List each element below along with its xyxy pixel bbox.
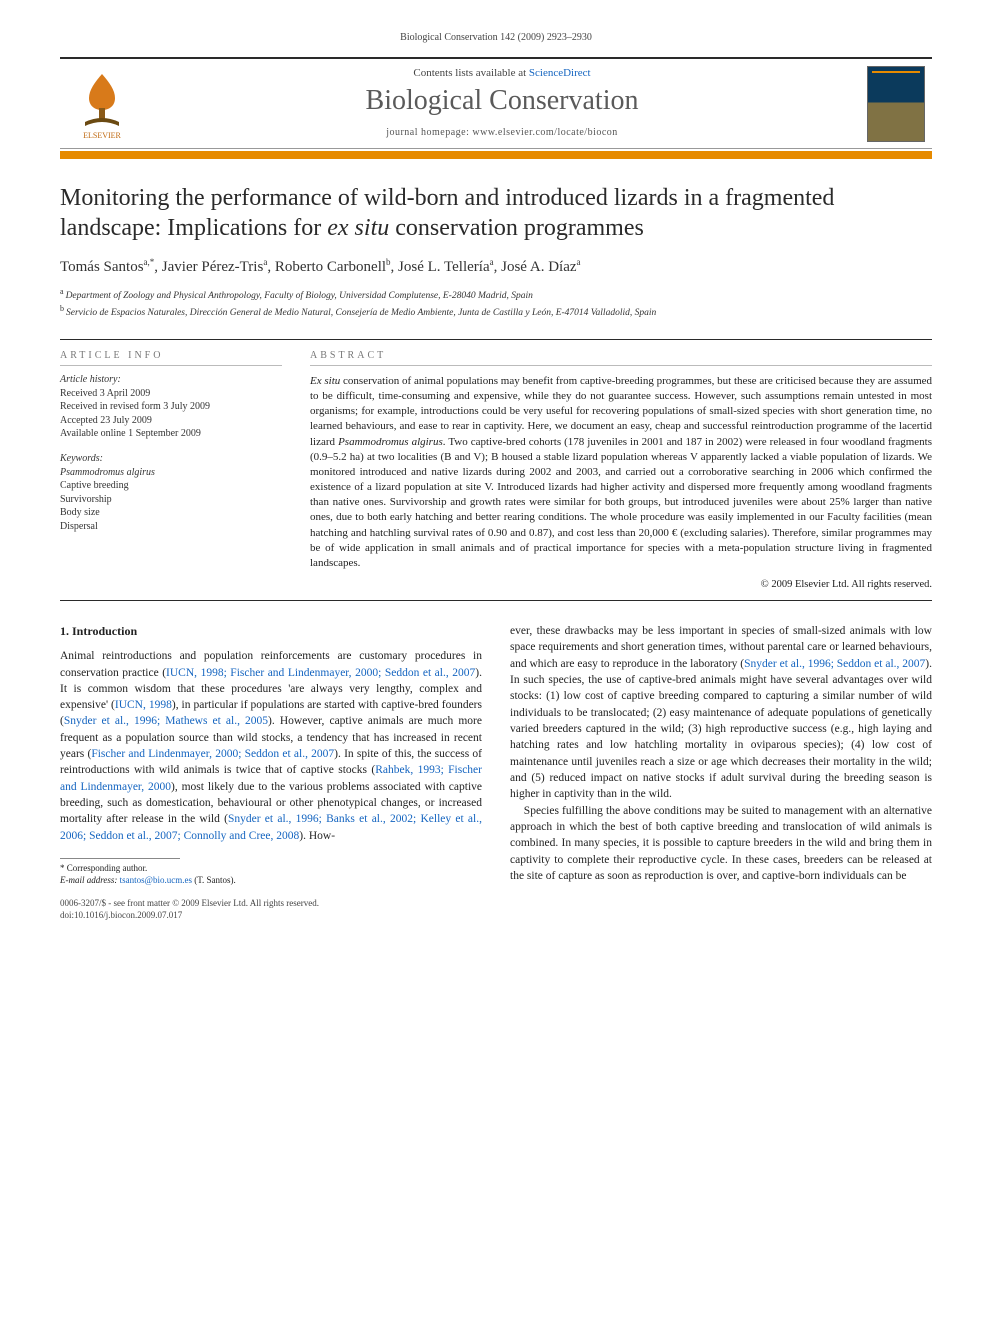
abstract-copyright: © 2009 Elsevier Ltd. All rights reserved… — [310, 579, 932, 590]
author-line: Tomás Santosa,*, Javier Pérez-Trisa, Rob… — [60, 257, 932, 276]
abstract-text: Ex situ conservation of animal populatio… — [310, 374, 932, 571]
corr-author: * Corresponding author. — [60, 863, 482, 875]
article-info-column: ARTICLE INFO Article history: Received 3… — [60, 340, 292, 600]
email-label: E-mail address: — [60, 875, 117, 885]
keywords-head: Keywords: — [60, 453, 282, 464]
abs-seg4: . Two captive-bred cohorts (178 juvenile… — [310, 436, 932, 569]
front-matter-meta: 0006-3207/$ - see front matter © 2009 El… — [60, 898, 482, 921]
ref-link[interactable]: IUCN, 1998 — [115, 699, 172, 711]
abs-seg1: Ex situ — [310, 375, 340, 387]
issn-line: 0006-3207/$ - see front matter © 2009 El… — [60, 898, 482, 910]
ref-link[interactable]: Snyder et al., 1996; Seddon et al., 2007 — [744, 658, 925, 670]
keyword-line: Psammodromus algirus — [60, 466, 282, 480]
affiliations: aDepartment of Zoology and Physical Anth… — [60, 286, 932, 321]
abs-seg3: Psammodromus algirus — [338, 436, 443, 448]
history-line: Received 3 April 2009 — [60, 387, 282, 401]
title-post: conservation programmes — [389, 215, 644, 241]
running-head: Biological Conservation 142 (2009) 2923–… — [60, 32, 932, 43]
ref-link[interactable]: IUCN, 1998; Fischer and Lindenmayer, 200… — [166, 667, 475, 679]
title-ital: ex situ — [327, 215, 389, 241]
journal-homepage: journal homepage: www.elsevier.com/locat… — [144, 127, 860, 138]
affiliation-line: bServicio de Espacios Naturales, Direcci… — [60, 303, 932, 320]
doi-line: doi:10.1016/j.biocon.2009.07.017 — [60, 910, 482, 922]
ref-link[interactable]: Fischer and Lindenmayer, 2000; Seddon et… — [91, 748, 334, 760]
affiliation-line: aDepartment of Zoology and Physical Anth… — [60, 286, 932, 303]
footnote-rule — [60, 858, 180, 859]
publisher-logo: ELSEVIER — [60, 59, 144, 148]
keyword-line: Captive breeding — [60, 479, 282, 493]
history-line: Available online 1 September 2009 — [60, 427, 282, 441]
corresponding-footnote: * Corresponding author. E-mail address: … — [60, 863, 482, 886]
article-info-head: ARTICLE INFO — [60, 350, 282, 366]
journal-cover-thumb — [867, 66, 925, 142]
keyword-line: Dispersal — [60, 520, 282, 534]
journal-name: Biological Conservation — [144, 85, 860, 117]
ref-link[interactable]: Snyder et al., 1996; Mathews et al., 200… — [64, 715, 268, 727]
contents-list-line: Contents lists available at ScienceDirec… — [144, 67, 860, 79]
section-head-intro: 1. Introduction — [60, 623, 482, 640]
keyword-line: Survivorship — [60, 493, 282, 507]
intro-para-2: Species fulfilling the above conditions … — [510, 803, 932, 885]
elsevier-tree-icon: ELSEVIER — [71, 68, 133, 140]
corr-email-link[interactable]: tsantos@bio.ucm.es — [120, 875, 192, 885]
abstract-head: ABSTRACT — [310, 350, 932, 366]
abstract-column: ABSTRACT Ex situ conservation of animal … — [292, 340, 932, 600]
svg-text:ELSEVIER: ELSEVIER — [83, 131, 121, 140]
accent-bar — [60, 151, 932, 159]
intro-para-1a: Animal reintroductions and population re… — [60, 648, 482, 844]
history-line: Received in revised form 3 July 2009 — [60, 400, 282, 414]
email-who: (T. Santos). — [192, 875, 236, 885]
intro-para-1b: ever, these drawbacks may be less import… — [510, 623, 932, 803]
masthead: ELSEVIER Contents lists available at Sci… — [60, 57, 932, 149]
history-line: Accepted 23 July 2009 — [60, 414, 282, 428]
history-head: Article history: — [60, 374, 282, 385]
article-title: Monitoring the performance of wild-born … — [60, 183, 932, 243]
sciencedirect-link[interactable]: ScienceDirect — [529, 67, 591, 79]
body-columns: 1. Introduction Animal reintroductions a… — [60, 623, 932, 922]
contents-prefix: Contents lists available at — [413, 67, 528, 79]
keyword-line: Body size — [60, 506, 282, 520]
